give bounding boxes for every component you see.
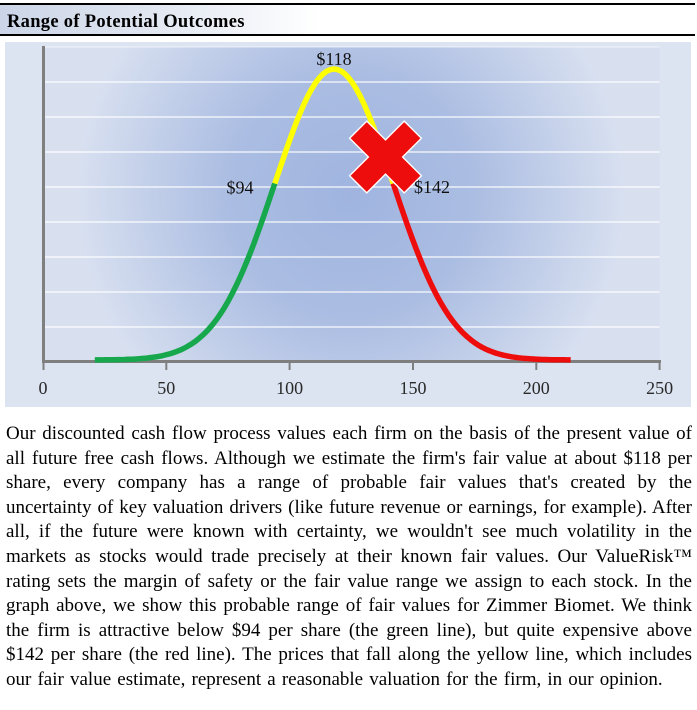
svg-text:200: 200 (523, 378, 550, 398)
svg-text:100: 100 (276, 378, 303, 398)
svg-text:$94: $94 (227, 178, 254, 198)
svg-text:$118: $118 (316, 49, 351, 69)
svg-text:$142: $142 (414, 177, 450, 197)
svg-text:0: 0 (39, 378, 48, 398)
svg-text:150: 150 (400, 378, 427, 398)
svg-text:50: 50 (157, 378, 175, 398)
svg-text:250: 250 (646, 378, 673, 398)
